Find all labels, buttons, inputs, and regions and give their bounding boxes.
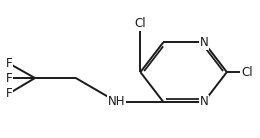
Text: F: F (6, 71, 13, 85)
Text: N: N (200, 36, 209, 49)
Text: Cl: Cl (241, 66, 252, 79)
Text: F: F (6, 57, 13, 70)
Text: Cl: Cl (135, 17, 146, 30)
Text: N: N (200, 95, 209, 108)
Text: F: F (6, 87, 13, 100)
Text: NH: NH (108, 95, 125, 108)
